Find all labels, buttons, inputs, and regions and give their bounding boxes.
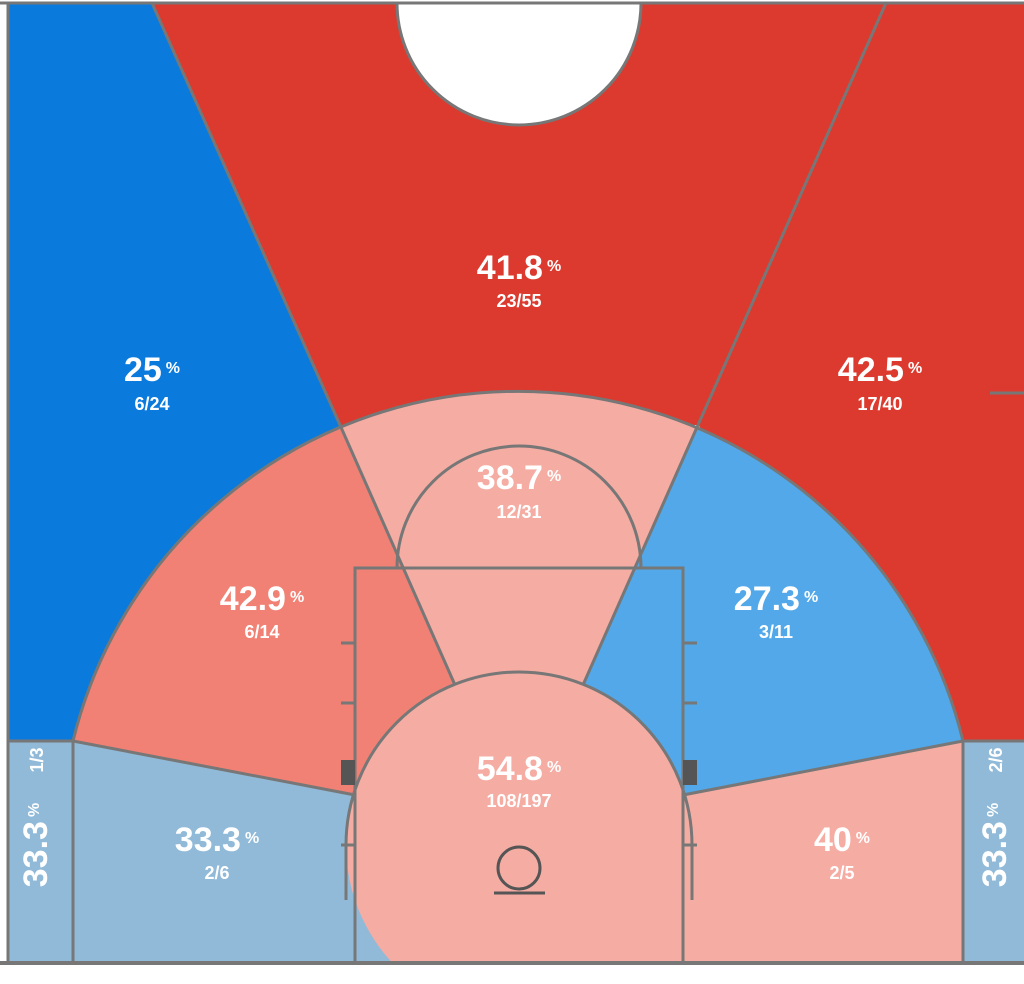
percent-value: 42.9 [220, 580, 286, 618]
zone-percent: 33.3% [17, 803, 55, 887]
zone [8, 741, 73, 963]
percent-unit: % [290, 589, 304, 606]
zone [153, 3, 885, 425]
zone-shots: 3/11 [759, 622, 793, 642]
percent-unit: % [804, 589, 818, 606]
percent-unit: % [26, 803, 43, 817]
zone-shots: 2/5 [829, 863, 854, 883]
zone-shots: 17/40 [857, 394, 902, 414]
zone-percent: 54.8% [477, 750, 561, 788]
zone-shots: 23/55 [496, 291, 541, 311]
zone-percent: 42.9% [220, 580, 304, 618]
percent-unit: % [856, 830, 870, 847]
zone-percent: 42.5% [838, 351, 922, 389]
percent-unit: % [985, 803, 1002, 817]
zone-shots: 2/6 [986, 747, 1006, 772]
zone-percent: 27.3% [734, 580, 818, 618]
corner-label: 33.3% 1/3 [17, 747, 55, 887]
zone [963, 741, 1024, 963]
zone-shots: 2/6 [204, 863, 229, 883]
zone-percent: 25% [124, 351, 180, 389]
percent-value: 25 [124, 351, 162, 389]
court-lines [0, 1, 1024, 965]
percent-unit: % [166, 360, 180, 377]
percent-value: 33.3 [17, 821, 55, 887]
top-circle [395, 1, 643, 127]
zone-percent: 41.8% [477, 249, 561, 287]
zone-shots: 6/24 [134, 394, 169, 414]
percent-value: 42.5 [838, 351, 904, 389]
percent-value: 54.8 [477, 750, 543, 788]
zone-percent: 33.3% [175, 821, 259, 859]
zone-percent: 40% [814, 821, 870, 859]
zone [698, 3, 1024, 741]
percent-unit: % [245, 830, 259, 847]
zone-shots: 1/3 [27, 747, 47, 772]
block [341, 760, 355, 785]
percent-unit: % [908, 360, 922, 377]
percent-value: 38.7 [477, 459, 543, 497]
percent-value: 33.3 [175, 821, 241, 859]
zone [152, 391, 886, 845]
zone-shots: 108/197 [486, 791, 551, 811]
percent-value: 33.3 [976, 821, 1014, 887]
percent-unit: % [547, 759, 561, 776]
labels: 41.8 % 23/55 25 % 6/24 42.5 % 17/40 38.7 % 12/31 42.… [17, 249, 1014, 887]
zone-percent: 38.7% [477, 459, 561, 497]
percent-value: 40 [814, 821, 852, 859]
percent-unit: % [547, 258, 561, 275]
block [683, 760, 697, 785]
percent-unit: % [547, 468, 561, 485]
zone-shots: 6/14 [244, 622, 279, 642]
percent-value: 41.8 [477, 249, 543, 287]
zone [8, 3, 340, 741]
zone [346, 672, 692, 963]
percent-value: 27.3 [734, 580, 800, 618]
corner-label: 33.3% 2/6 [976, 747, 1014, 887]
zone-shots: 12/31 [496, 502, 541, 522]
zone-percent: 33.3% [976, 803, 1014, 887]
